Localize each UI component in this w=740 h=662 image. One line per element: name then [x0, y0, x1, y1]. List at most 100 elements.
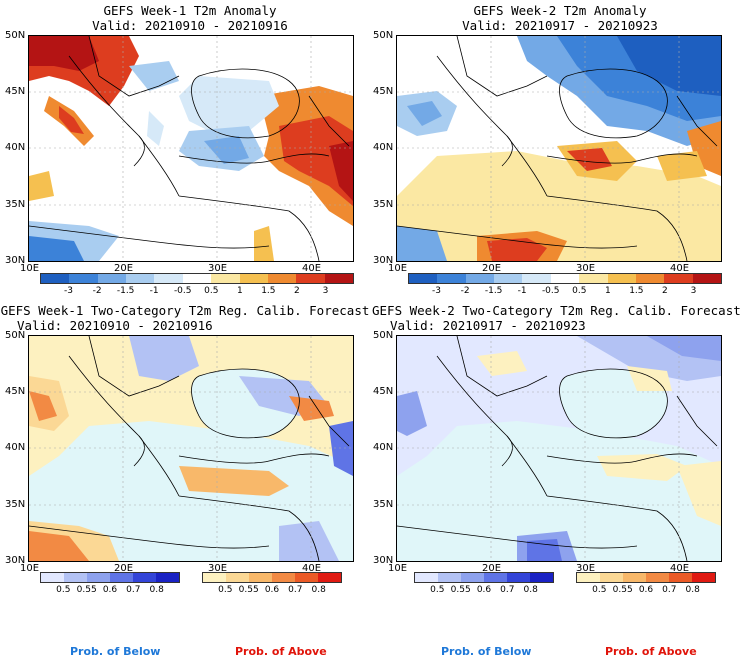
- prob-above-swatch-4: [669, 573, 692, 582]
- anomaly-swatch-7: [239, 274, 268, 283]
- prob-above-swatch-1: [600, 573, 623, 582]
- panel-2-title: GEFS Week-2 T2m Anomaly Valid: 20210917 …: [380, 3, 740, 33]
- anom-colorbar-tick-label: -1: [149, 286, 159, 296]
- lat-label-50n-p3: 50N: [5, 330, 26, 341]
- prob-below-swatch-2: [87, 573, 110, 582]
- prob-above-swatch-2: [623, 573, 646, 582]
- above-colorbar-tick-label: 0.5: [218, 585, 233, 595]
- panel-3-title: GEFS Week-1 Two-Category T2m Reg. Calib.…: [0, 303, 370, 333]
- above-colorbar-tick-label: 0.8: [685, 585, 700, 595]
- above-colorbar-tick-label: 0.7: [662, 585, 677, 595]
- below-colorbar-tick-label: 0.55: [76, 585, 97, 595]
- prob-below-swatch-1: [64, 573, 87, 582]
- anomaly-swatch-5: [182, 274, 212, 283]
- anomaly-colorbar-week1: [40, 273, 354, 284]
- anom-colorbar-tick-label: -3: [64, 286, 74, 296]
- above-colorbar-tick-label: 0.5: [592, 585, 607, 595]
- lat-label-40n-p1: 40N: [5, 142, 26, 153]
- lon-label-40e-p4: 40E: [670, 563, 690, 574]
- lat-label-45n-p1: 45N: [5, 86, 26, 97]
- lat-label-40n-p4: 40N: [373, 442, 394, 453]
- anomaly-swatch-0: [41, 274, 70, 283]
- lat-label-50n-p2: 50N: [373, 30, 394, 41]
- anomaly-colorbar-week2: [408, 273, 722, 284]
- anom-colorbar-tick-label: 1: [236, 286, 243, 296]
- anomaly-swatch-6: [579, 274, 608, 283]
- lon-label-30e-p4: 30E: [576, 563, 596, 574]
- panel-1-title: GEFS Week-1 T2m Anomaly Valid: 20210910 …: [20, 3, 360, 33]
- lon-label-40e-p3: 40E: [302, 563, 322, 574]
- lat-label-45n-p4: 45N: [373, 386, 394, 397]
- panel-3-title-text: GEFS Week-1 Two-Category T2m Reg. Calib.…: [0, 303, 370, 318]
- lat-label-30n-p2: 30N: [373, 255, 394, 266]
- panel-1-valid-text: Valid: 20210910 - 20210916: [92, 18, 288, 33]
- anomaly-swatch-3: [494, 274, 523, 283]
- prob-above-swatch-4: [295, 573, 318, 582]
- anom-colorbar-tick-label: 3: [690, 286, 697, 296]
- lon-label-10e-p2: 10E: [388, 263, 408, 274]
- anomaly-swatch-7: [607, 274, 636, 283]
- lon-label-20e-p1: 20E: [114, 263, 134, 274]
- prob-below-swatch-4: [507, 573, 530, 582]
- anom-colorbar-tick-label: -2: [92, 286, 102, 296]
- anomaly-swatch-10: [324, 274, 353, 283]
- anom-colorbar-tick-label: 3: [322, 286, 329, 296]
- above-colorbar-tick-label: 0.55: [612, 585, 633, 595]
- anomaly-swatch-4: [154, 274, 183, 283]
- anomaly-swatch-2: [465, 274, 495, 283]
- week1-probability-map: [28, 335, 354, 562]
- lat-label-30n-p1: 30N: [5, 255, 26, 266]
- below-colorbar-tick-label: 0.55: [450, 585, 471, 595]
- anom-colorbar-tick-label: 1: [604, 286, 611, 296]
- above-colorbar-tick-label: 0.7: [288, 585, 303, 595]
- lat-label-35n-p3: 35N: [5, 499, 26, 510]
- week2-anomaly-field: [397, 36, 721, 261]
- anom-colorbar-tick-label: 0.5: [204, 286, 219, 296]
- below-colorbar-tick-label: 0.6: [476, 585, 492, 595]
- above-colorbar-tick-label: 0.55: [238, 585, 259, 595]
- week2-anomaly-map: [396, 35, 722, 262]
- lon-label-30e-p2: 30E: [576, 263, 596, 274]
- anom-colorbar-tick-label: 2: [662, 286, 668, 296]
- prob-above-swatch-1: [226, 573, 249, 582]
- prob-below-colorbar-week2: [414, 572, 554, 583]
- anom-colorbar-tick-label: -2: [460, 286, 470, 296]
- below-colorbar-tick-label: 0.5: [56, 585, 71, 595]
- anom-colorbar-tick-label: -1.5: [484, 286, 503, 296]
- prob-below-swatch-3: [484, 573, 507, 582]
- anom-colorbar-tick-label: -1.5: [116, 286, 135, 296]
- below-colorbar-tick-label: 0.8: [149, 585, 164, 595]
- prob-above-colorbar-week1: [202, 572, 342, 583]
- prob-below-swatch-0: [41, 573, 64, 582]
- prob-below-swatch-5: [156, 573, 179, 582]
- lat-label-35n-p4: 35N: [373, 499, 394, 510]
- anomaly-swatch-2: [97, 274, 127, 283]
- below-colorbar-tick-label: 0.7: [126, 585, 141, 595]
- anomaly-swatch-8: [635, 274, 665, 283]
- above-colorbar-tick-label: 0.6: [638, 585, 654, 595]
- week2-probability-map: [396, 335, 722, 562]
- anomaly-swatch-10: [692, 274, 721, 283]
- week2-probability-field: [397, 336, 721, 561]
- anomaly-swatch-9: [296, 274, 325, 283]
- anom-colorbar-tick-label: -1: [517, 286, 527, 296]
- prob-below-swatch-5: [530, 573, 553, 582]
- lat-label-40n-p3: 40N: [5, 442, 26, 453]
- prob-above-swatch-0: [577, 573, 600, 582]
- lon-label-40e-p1: 40E: [302, 263, 322, 274]
- prob-below-caption-right: Prob. of Below: [441, 645, 532, 658]
- prob-above-caption-right: Prob. of Above: [605, 645, 697, 658]
- lat-label-30n-p4: 30N: [373, 555, 394, 566]
- lon-label-20e-p3: 20E: [114, 563, 134, 574]
- panel-4-valid-text: Valid: 20210917 - 20210923: [390, 318, 586, 333]
- prob-above-colorbar-week2: [576, 572, 716, 583]
- anomaly-swatch-4: [522, 274, 551, 283]
- week1-probability-field: [29, 336, 353, 561]
- lat-label-45n-p2: 45N: [373, 86, 394, 97]
- anomaly-swatch-9: [664, 274, 693, 283]
- anom-colorbar-tick-label: 1.5: [261, 286, 276, 296]
- lat-label-35n-p1: 35N: [5, 199, 26, 210]
- week1-anomaly-field: [29, 36, 353, 261]
- lat-label-40n-p2: 40N: [373, 142, 394, 153]
- prob-above-swatch-0: [203, 573, 226, 582]
